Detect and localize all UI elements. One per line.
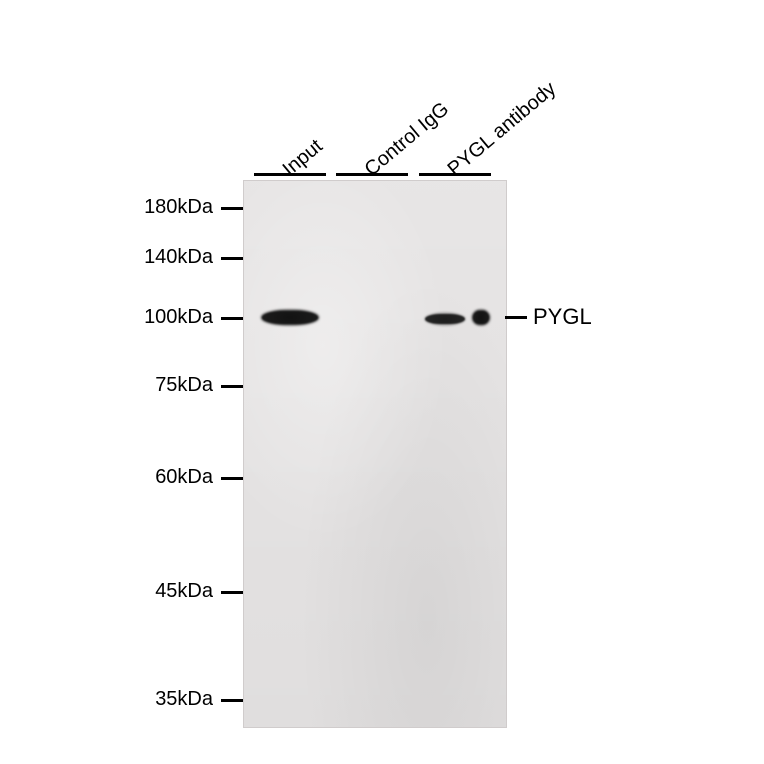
- mw-label: 35kDa: [155, 688, 213, 711]
- mw-tick: [221, 591, 243, 594]
- mw-tick: [221, 699, 243, 702]
- mw-label: 140kDa: [144, 246, 213, 269]
- mw-tick: [221, 207, 243, 210]
- mw-tick: [221, 317, 243, 320]
- blot-membrane: [243, 180, 507, 728]
- mw-label: 60kDa: [155, 466, 213, 489]
- band: [473, 311, 489, 324]
- detected-label: PYGL: [533, 304, 592, 330]
- mw-tick: [221, 385, 243, 388]
- detected-tick: [505, 316, 527, 319]
- lane-label-pygl-antibody: PYGL antibody: [444, 78, 561, 182]
- mw-tick: [221, 477, 243, 480]
- band: [262, 311, 318, 324]
- western-blot-figure: 180kDa140kDa100kDa75kDa60kDa45kDa35kDa I…: [0, 0, 764, 764]
- mw-label: 100kDa: [144, 306, 213, 329]
- mw-tick: [221, 257, 243, 260]
- mw-label: 180kDa: [144, 196, 213, 219]
- band: [425, 314, 465, 324]
- lane-label-control-igg: Control IgG: [361, 98, 454, 181]
- mw-label: 75kDa: [155, 374, 213, 397]
- mw-label: 45kDa: [155, 580, 213, 603]
